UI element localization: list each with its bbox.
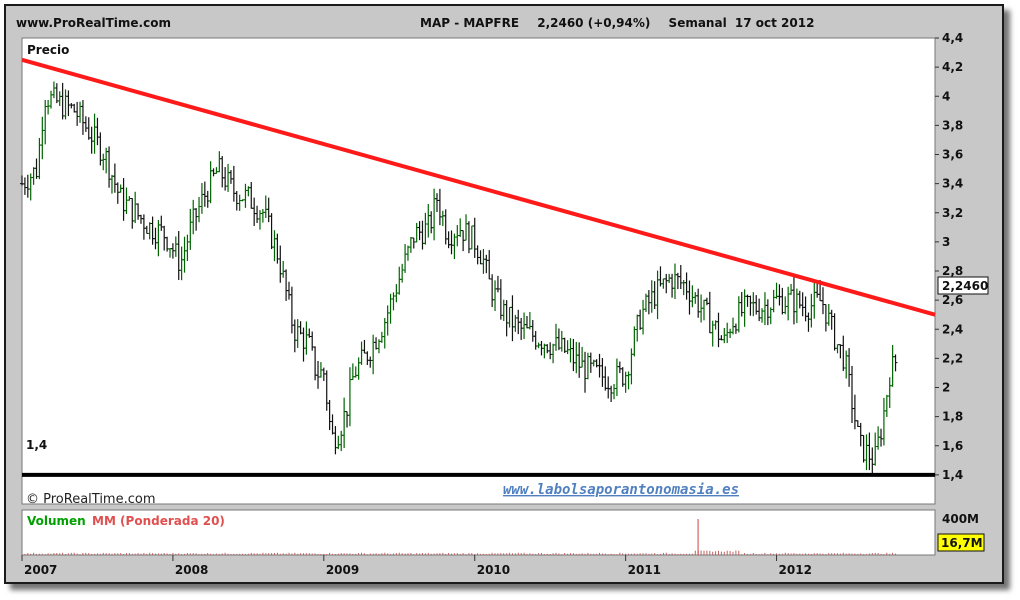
y-tick-label: 2,2 bbox=[942, 351, 963, 365]
y-tick-label: 2 bbox=[942, 381, 950, 395]
y-tick-label: 4,2 bbox=[942, 60, 963, 74]
y-axis: 4,4 4,2 4 3,8 3,6 3,4 3,2 3 2,8 2,6 2,4 2,2 2 1,8 1,6 1… bbox=[935, 31, 963, 482]
y-tick-label: 1,4 bbox=[942, 468, 963, 482]
x-tick-label: 2008 bbox=[175, 563, 208, 577]
y-tick-label: 4 bbox=[942, 89, 950, 103]
y-tick-label: 3,2 bbox=[942, 206, 963, 220]
x-axis: 2007 2008 2009 2010 2011 2012 bbox=[21, 555, 812, 577]
volume-panel bbox=[21, 509, 936, 556]
ma-label: MM (Ponderada 20) bbox=[92, 514, 225, 528]
site-link[interactable]: www.labolsaporantonomasia.es bbox=[503, 482, 739, 498]
watermark: © ProRealTime.com bbox=[26, 492, 156, 507]
x-tick-label: 2011 bbox=[628, 563, 661, 577]
y-tick-label: 2,4 bbox=[942, 322, 963, 336]
x-tick-label: 2007 bbox=[24, 563, 57, 577]
y-tick-label: 2,6 bbox=[942, 293, 963, 307]
trendline bbox=[21, 57, 936, 317]
volume-current-badge: 16,7M bbox=[937, 533, 985, 552]
y-tick-label: 3 bbox=[942, 235, 950, 249]
y-tick-label: 2,8 bbox=[942, 264, 963, 278]
volume-bars bbox=[21, 550, 896, 555]
ticker: MAP - MAPFRE bbox=[420, 16, 520, 30]
y-tick-label: 1,8 bbox=[942, 410, 963, 424]
volume-max-label: 400M bbox=[942, 512, 979, 526]
y-tick-label: 3,8 bbox=[942, 118, 963, 132]
period: Semanal bbox=[668, 16, 727, 30]
volume-label: Volumen bbox=[27, 514, 86, 528]
x-tick-label: 2012 bbox=[779, 563, 812, 577]
support-label: 1,4 bbox=[26, 438, 47, 452]
instrument-header: MAP - MAPFRE 2,2460 (+0,94%) Semanal 17 … bbox=[420, 16, 828, 30]
x-tick-label: 2009 bbox=[326, 563, 359, 577]
date: 17 oct 2012 bbox=[734, 16, 815, 30]
x-axis-strip bbox=[22, 560, 935, 578]
y-tick-label: 3,4 bbox=[942, 177, 963, 191]
volume-current-value: 16,7M bbox=[941, 536, 983, 550]
site-name[interactable]: www.ProRealTime.com bbox=[16, 16, 171, 30]
price-change: 2,2460 (+0,94%) bbox=[537, 16, 651, 30]
price-label: Precio bbox=[27, 43, 69, 57]
x-tick-label: 2010 bbox=[477, 563, 510, 577]
y-tick-label: 1,6 bbox=[942, 439, 963, 453]
y-tick-label: 3,6 bbox=[942, 148, 963, 162]
price-panel bbox=[21, 37, 936, 505]
current-price-badge: 2,2460 bbox=[937, 276, 989, 295]
current-price-value: 2,2460 bbox=[942, 279, 988, 293]
price-series bbox=[20, 81, 898, 476]
y-tick-label: 4,4 bbox=[942, 31, 963, 45]
